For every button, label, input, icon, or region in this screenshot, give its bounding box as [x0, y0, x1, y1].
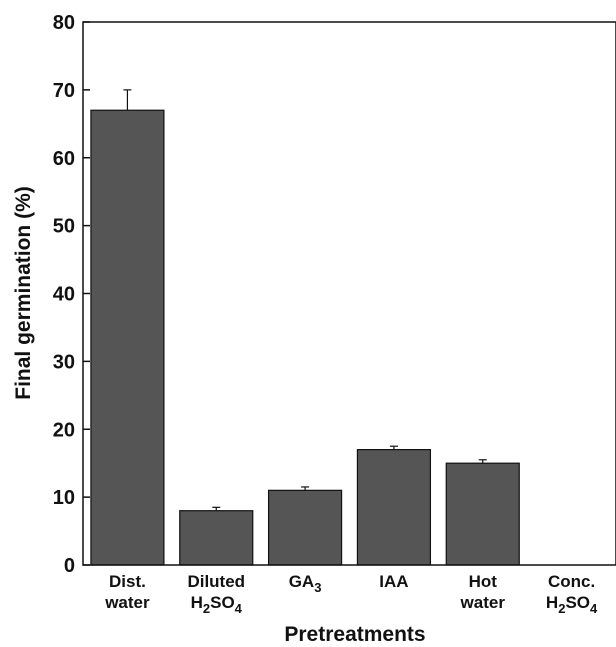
bars: [90, 89, 520, 566]
subscript: 2: [203, 601, 210, 616]
subscript: 4: [235, 601, 243, 616]
category-label-line: Hot: [469, 572, 498, 591]
category-label: Diluted H2SO4: [187, 572, 245, 616]
y-tick-label: 0: [64, 555, 75, 577]
category-label: IAA: [379, 572, 408, 591]
category-label-line: water: [104, 593, 150, 612]
category-label-text: SO: [565, 593, 590, 612]
category-label-line: Conc.: [548, 572, 595, 591]
y-axis-ticks: 0 10 20 30 40 50 60 70 80: [53, 12, 90, 577]
y-tick-label: 80: [53, 12, 75, 34]
category-label: Dist. water: [104, 572, 150, 612]
y-tick-label: 10: [53, 487, 75, 509]
subscript: 3: [314, 580, 321, 595]
subscript: 4: [590, 601, 598, 616]
subscript: 2: [558, 601, 565, 616]
y-tick-label: 70: [53, 80, 75, 102]
y-axis-title: Final germination (%): [12, 186, 35, 400]
category-label-line: Diluted: [187, 572, 245, 591]
x-axis-title: Pretreatments: [284, 623, 425, 646]
y-tick-label: 20: [53, 419, 75, 441]
category-label-text: H: [546, 593, 558, 612]
y-tick-label: 40: [53, 284, 75, 306]
y-tick-label: 30: [53, 351, 75, 373]
bar: [267, 489, 343, 566]
category-label: Hot water: [460, 572, 506, 612]
category-label: Conc. H2SO4: [546, 572, 598, 616]
category-label: GA3: [289, 572, 322, 595]
category-label-text: SO: [210, 593, 235, 612]
category-label-line: H2SO4: [546, 593, 598, 616]
y-tick-label: 60: [53, 148, 75, 170]
category-label-line: Dist.: [109, 572, 146, 591]
bar: [179, 510, 254, 566]
category-label-text: water: [104, 593, 150, 612]
category-label-line: GA3: [289, 572, 322, 595]
bar: [356, 449, 432, 566]
category-label-text: Conc.: [548, 572, 595, 591]
category-label-text: water: [460, 593, 506, 612]
category-label-text: H: [191, 593, 203, 612]
y-tick-label: 50: [53, 216, 75, 238]
category-label-line: water: [460, 593, 506, 612]
bar: [90, 109, 165, 566]
category-label-line: IAA: [379, 572, 408, 591]
category-label-text: GA: [289, 572, 315, 591]
plot-frame: [82, 21, 616, 566]
bar: [445, 462, 520, 566]
category-label-text: IAA: [379, 572, 408, 591]
category-label-text: Dist.: [109, 572, 146, 591]
category-label-line: H2SO4: [191, 593, 243, 616]
category-label-text: Diluted: [187, 572, 245, 591]
category-label-text: Hot: [469, 572, 498, 591]
